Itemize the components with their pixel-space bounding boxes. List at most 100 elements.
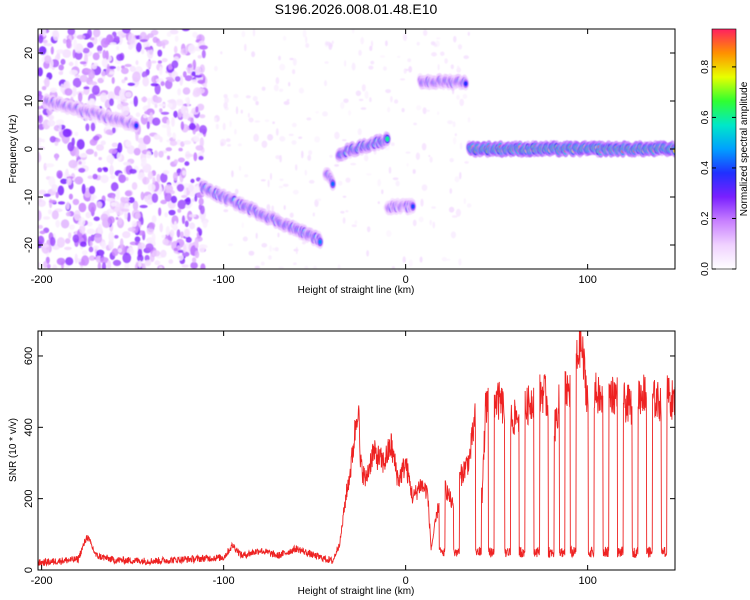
noise-blob — [116, 151, 122, 162]
noise-blob — [177, 157, 185, 163]
noise-blob — [152, 176, 156, 184]
noise-blob — [105, 129, 113, 135]
noise-blob — [38, 235, 45, 245]
noise-blob — [181, 29, 190, 32]
noise-blob — [191, 71, 196, 77]
noise-blob — [334, 131, 340, 140]
noise-blob — [96, 201, 103, 209]
noise-blob — [342, 139, 347, 142]
noise-blob — [78, 167, 86, 173]
noise-blob — [289, 57, 294, 61]
noise-blob — [305, 43, 310, 48]
snr-y-ticks: 0 200 400 600 — [23, 347, 675, 573]
noise-blob — [48, 198, 53, 209]
y-tick-label: 20 — [23, 47, 35, 59]
noise-blob — [60, 58, 66, 65]
noise-blob — [164, 192, 172, 202]
noise-blob — [165, 225, 170, 236]
noise-blob — [397, 55, 401, 59]
noise-blob — [167, 103, 173, 108]
noise-blob — [134, 212, 141, 220]
noise-blob — [78, 153, 88, 158]
noise-blob — [106, 260, 112, 269]
noise-blob — [171, 60, 179, 69]
noise-blob — [192, 31, 198, 38]
noise-blob — [88, 202, 97, 213]
noise-blob — [91, 85, 100, 96]
noise-blob — [46, 263, 51, 269]
noise-blob — [168, 259, 174, 264]
noise-blob — [322, 111, 328, 117]
noise-blob — [90, 196, 95, 202]
noise-blob — [187, 44, 196, 54]
noise-blob — [187, 64, 193, 68]
track-core — [134, 123, 139, 129]
noise-blob — [55, 219, 60, 228]
noise-blob — [247, 112, 250, 118]
noise-blob — [437, 63, 440, 71]
noise-blob — [194, 238, 199, 249]
noise-blob — [194, 74, 203, 78]
noise-blob — [126, 145, 135, 155]
noise-blob — [252, 29, 256, 37]
noise-blob — [185, 237, 192, 243]
noise-blob — [108, 231, 115, 243]
noise-blob — [261, 243, 268, 248]
x-tick-label: 0 — [403, 575, 409, 587]
noise-blob — [408, 259, 413, 267]
noise-blob — [92, 52, 100, 61]
noise-blob — [96, 45, 103, 52]
noise-blob — [93, 216, 100, 222]
noise-blob — [282, 35, 287, 41]
noise-blob — [158, 103, 167, 107]
noise-blob — [162, 42, 166, 49]
noise-blob — [72, 198, 80, 206]
noise-blob — [118, 174, 126, 183]
noise-blob — [132, 200, 139, 211]
noise-blob — [162, 238, 169, 246]
noise-blob — [48, 114, 55, 121]
noise-blob — [100, 92, 108, 103]
spectrogram-feature-3 — [198, 178, 324, 249]
noise-blob — [229, 120, 232, 128]
noise-blob — [159, 136, 163, 143]
noise-blob — [86, 221, 93, 227]
noise-blob — [151, 193, 159, 203]
noise-blob — [57, 185, 65, 196]
noise-blob — [203, 83, 208, 88]
noise-blob — [261, 261, 265, 266]
noise-blob — [88, 69, 95, 80]
noise-blob — [147, 200, 152, 205]
noise-blob — [170, 195, 177, 204]
noise-blob — [175, 139, 182, 146]
noise-blob — [160, 172, 168, 183]
noise-blob — [367, 226, 371, 233]
noise-blob — [38, 142, 42, 146]
noise-blob — [429, 156, 433, 163]
noise-blob — [381, 189, 384, 195]
noise-blob — [107, 91, 116, 102]
noise-blob — [78, 92, 83, 103]
noise-blob — [266, 204, 271, 212]
noise-blob — [60, 178, 68, 185]
x-tick-label: 100 — [578, 575, 596, 587]
noise-blob — [238, 143, 242, 147]
noise-blob — [315, 111, 320, 114]
noise-blob — [182, 87, 191, 95]
noise-blob — [162, 170, 170, 175]
noise-blob — [93, 29, 101, 38]
noise-blob — [444, 58, 448, 64]
noise-blob — [87, 29, 92, 39]
noise-blob — [198, 244, 206, 253]
noise-blob — [185, 197, 191, 206]
noise-blob — [131, 220, 137, 228]
noise-blob — [407, 58, 412, 63]
colorbar-tick-label: 0.6 — [700, 110, 711, 124]
noise-blob — [78, 161, 82, 165]
noise-blob — [196, 88, 205, 94]
noise-blob — [122, 231, 131, 239]
noise-blob — [52, 30, 60, 41]
noise-blob — [447, 120, 453, 125]
noise-blob — [116, 65, 121, 72]
noise-blob — [116, 53, 124, 62]
